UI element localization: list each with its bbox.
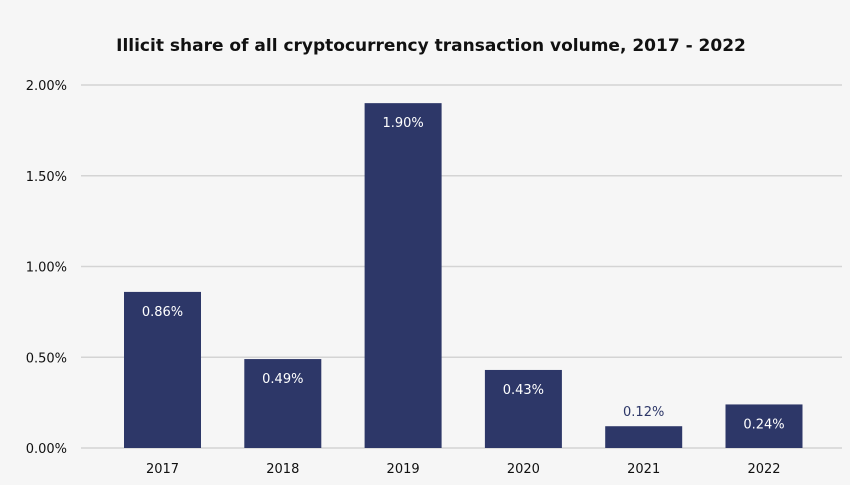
y-tick-label: 0.50% xyxy=(26,351,67,366)
bar-2018 xyxy=(244,359,322,448)
data-label: 0.86% xyxy=(142,305,183,320)
data-label: 0.43% xyxy=(503,383,544,398)
data-label: 1.90% xyxy=(382,116,423,131)
bar-2022 xyxy=(725,404,803,448)
x-tick-label: 2021 xyxy=(627,462,660,477)
bar-2019 xyxy=(364,103,442,449)
chart-title: Illicit share of all cryptocurrency tran… xyxy=(116,36,746,56)
data-label: 0.49% xyxy=(262,372,303,387)
x-tick-label: 2019 xyxy=(387,462,420,477)
y-tick-label: 1.50% xyxy=(26,170,67,185)
data-label: 0.24% xyxy=(743,417,784,432)
y-tick-label: 0.00% xyxy=(26,442,67,457)
bar-2017 xyxy=(124,291,201,448)
y-tick-label: 2.00% xyxy=(26,79,67,94)
y-tick-label: 1.00% xyxy=(26,261,67,276)
x-tick-label: 2017 xyxy=(146,462,179,477)
x-tick-label: 2020 xyxy=(507,462,540,477)
x-tick-label: 2018 xyxy=(266,462,299,477)
data-label: 0.12% xyxy=(623,405,664,420)
bar-2020 xyxy=(484,369,562,448)
bar-2021 xyxy=(605,426,683,448)
x-tick-label: 2022 xyxy=(747,462,780,477)
